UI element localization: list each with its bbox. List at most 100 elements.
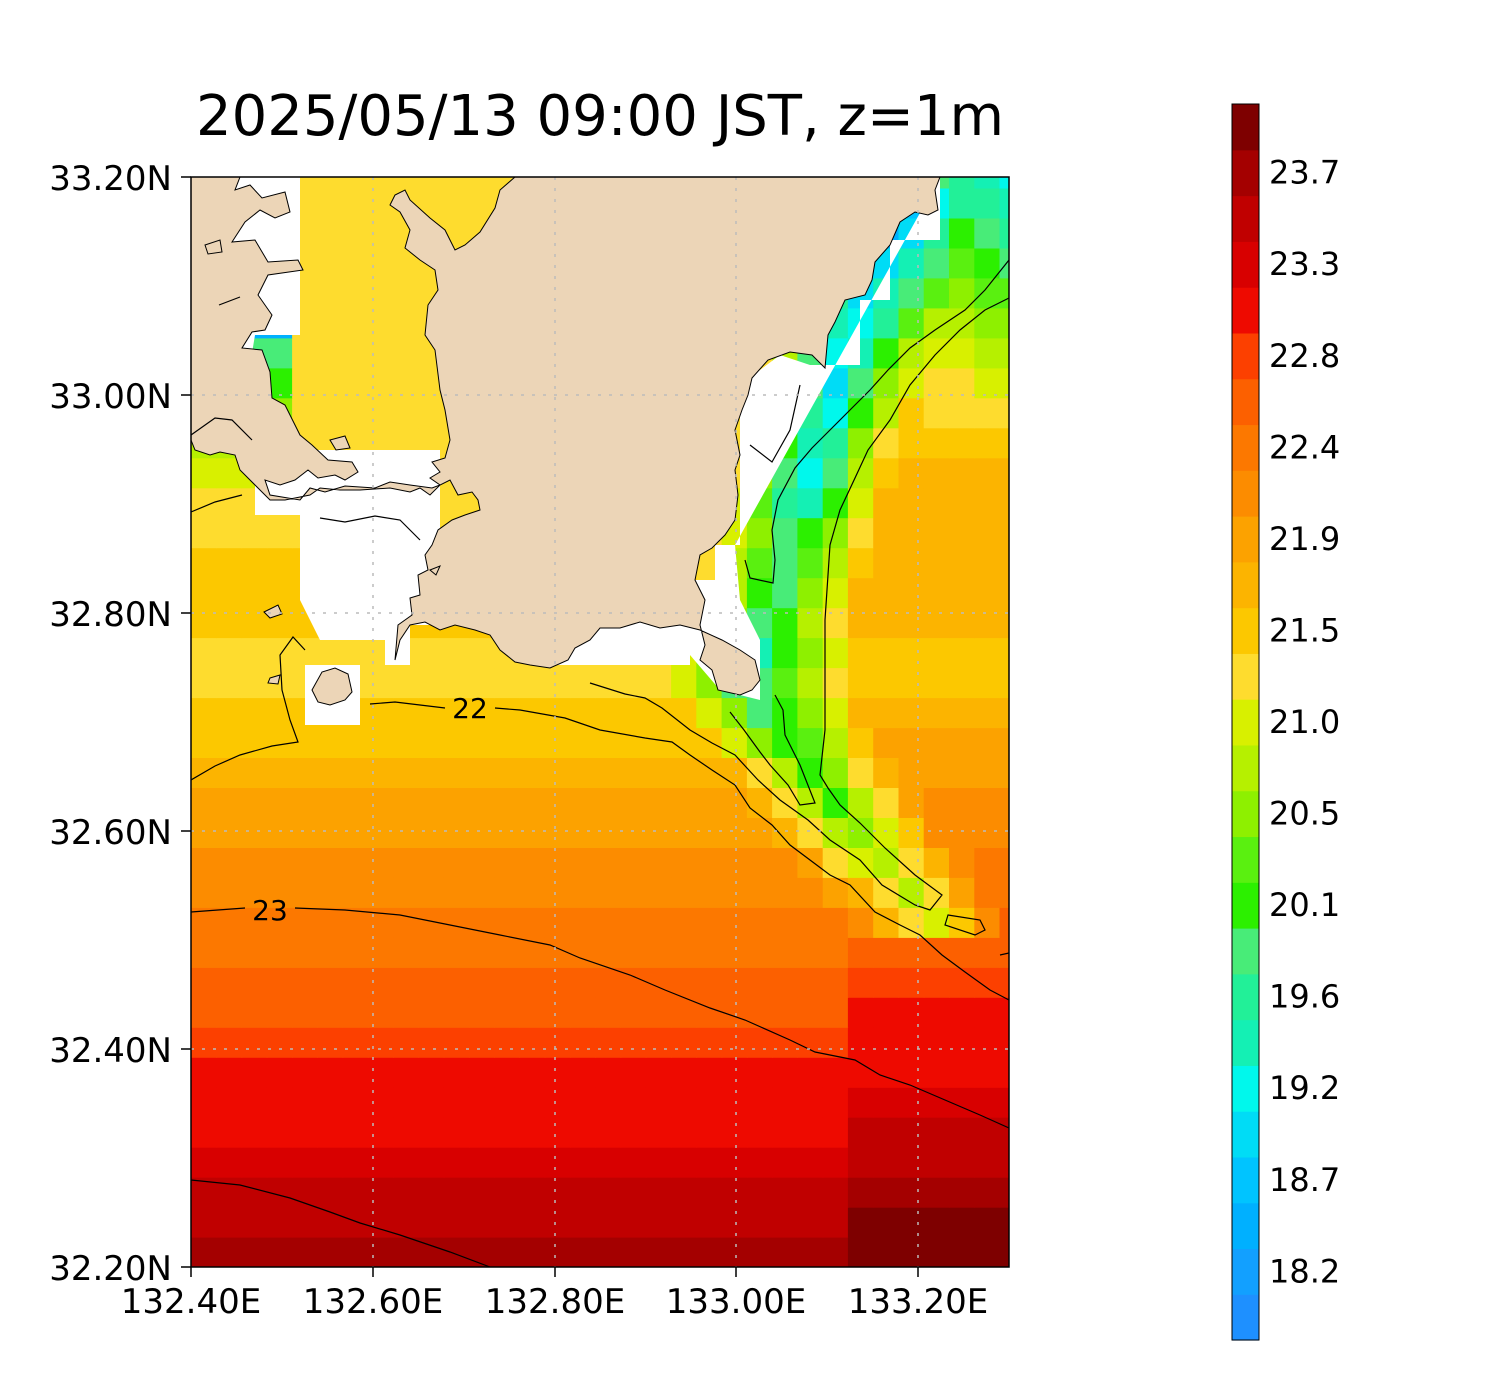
sst-cell <box>671 787 697 818</box>
sst-cell <box>746 1087 773 1118</box>
sst-cell <box>367 1027 394 1058</box>
land-kyushu <box>191 177 941 696</box>
sst-cell <box>949 637 975 669</box>
sst-cell <box>241 787 268 818</box>
sst-cell <box>620 1087 647 1118</box>
sst-cell <box>292 1147 318 1178</box>
colorbar-swatch <box>1232 882 1259 929</box>
sst-cell <box>570 1087 596 1118</box>
colorbar-tick-label: 23.7 <box>1269 154 1340 192</box>
sst-cell <box>974 1177 1001 1208</box>
sst-cell <box>393 937 419 968</box>
sst-cell <box>898 577 925 609</box>
sst-cell <box>797 1207 824 1238</box>
sst-cell <box>443 667 470 699</box>
sst-cell <box>999 307 1009 339</box>
sst-cell <box>847 577 874 609</box>
sst-cell <box>949 1027 975 1058</box>
sst-cell <box>822 757 849 788</box>
y-tick-label: 32.60N <box>49 813 172 853</box>
sst-cell <box>292 337 318 369</box>
sst-cell <box>949 847 975 878</box>
sst-cell <box>468 1177 495 1208</box>
sst-cell <box>494 727 521 758</box>
sst-cell <box>999 1117 1009 1148</box>
sst-cell <box>671 727 697 758</box>
sst-cell <box>797 937 824 968</box>
sst-cell <box>873 337 900 369</box>
sst-cell <box>317 1117 344 1148</box>
sst-cell <box>241 967 268 998</box>
y-tick-label: 32.80N <box>49 595 172 635</box>
sst-cell <box>443 847 470 878</box>
sst-cell <box>898 967 925 998</box>
sst-cell <box>519 1087 546 1118</box>
sst-cell <box>898 307 925 339</box>
sst-cell <box>696 727 723 758</box>
sst-cell <box>393 1237 419 1267</box>
sst-cell <box>494 877 521 908</box>
sst-cell <box>949 457 975 489</box>
sst-cell <box>317 397 344 429</box>
sst-cell <box>342 787 369 818</box>
sst-cell <box>241 757 268 788</box>
sst-cell <box>292 817 318 848</box>
map-frame <box>190 176 1010 1268</box>
sst-cell <box>216 607 243 639</box>
sst-cell <box>923 1027 950 1058</box>
sst-cell <box>671 997 697 1028</box>
sst-cell <box>721 1087 748 1118</box>
sst-cell <box>519 1237 546 1267</box>
sst-cell <box>949 877 975 908</box>
sst-cell <box>949 907 975 938</box>
sst-cell <box>898 1027 925 1058</box>
sst-cell <box>949 397 975 429</box>
sst-cell <box>797 1087 824 1118</box>
sst-cell <box>494 787 521 818</box>
sst-cell <box>746 1057 773 1088</box>
sst-cell <box>418 937 445 968</box>
sst-cell <box>393 727 419 758</box>
sst-cell <box>292 637 318 669</box>
sst-cell <box>418 1057 445 1088</box>
sst-cell <box>342 907 369 938</box>
sst-cell <box>949 1177 975 1208</box>
sst-cell <box>797 1177 824 1208</box>
sst-cell <box>721 937 748 968</box>
sst-cell <box>873 1087 900 1118</box>
sst-cell <box>898 1057 925 1088</box>
sst-cell <box>898 607 925 639</box>
sst-cell <box>721 1027 748 1058</box>
sst-cell <box>797 457 824 489</box>
sst-cell <box>191 1027 217 1058</box>
sst-cell <box>949 577 975 609</box>
sst-cell <box>216 817 243 848</box>
sst-cell <box>443 877 470 908</box>
sst-cell <box>898 847 925 878</box>
sst-cell <box>923 667 950 699</box>
sst-cell <box>645 847 672 878</box>
sst-cell <box>772 997 798 1028</box>
sst-cell <box>746 577 773 609</box>
sst-cell <box>393 1177 419 1208</box>
sst-cell <box>468 697 495 729</box>
sst-cell <box>393 787 419 818</box>
x-axis-labels: 132.40E 132.60E 132.80E 133.00E 133.20E <box>121 1282 988 1322</box>
sst-cell <box>393 997 419 1028</box>
sst-cell <box>873 517 900 549</box>
x-tick-label: 132.40E <box>121 1282 261 1322</box>
sst-cell <box>645 1237 672 1267</box>
sst-cell <box>999 457 1009 489</box>
x-tick-label: 133.00E <box>666 1282 806 1322</box>
sst-cell <box>519 1147 546 1178</box>
sst-cell <box>696 967 723 998</box>
sst-cell <box>342 217 369 249</box>
sst-cell <box>570 877 596 908</box>
sst-cell <box>974 937 1001 968</box>
sst-cell <box>974 177 1001 189</box>
sst-cell <box>418 1087 445 1118</box>
sst-cell <box>418 397 445 429</box>
sst-cell <box>418 757 445 788</box>
sst-cell <box>999 667 1009 699</box>
sst-cell <box>266 907 293 938</box>
